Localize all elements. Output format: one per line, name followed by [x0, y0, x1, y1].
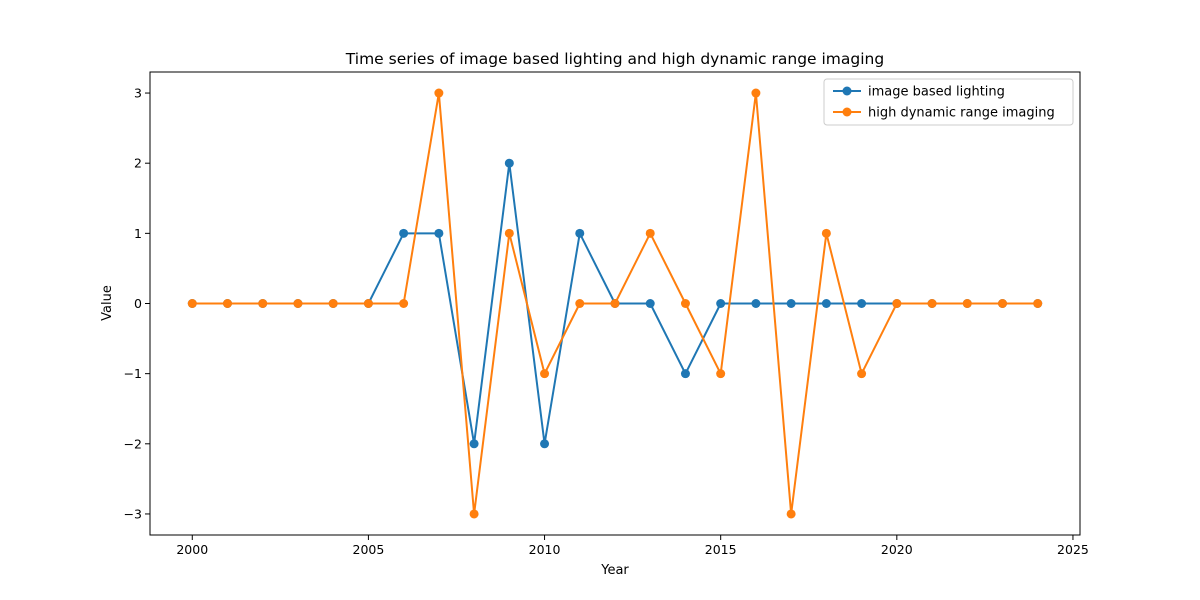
series-1-point: [645, 299, 655, 308]
y-tick-label: −2: [124, 436, 142, 451]
series-1-point: [504, 158, 514, 168]
series-1-point: [434, 228, 444, 238]
series-1-point: [575, 228, 585, 238]
series-2-point: [399, 299, 409, 308]
series-2-point: [751, 88, 761, 98]
plot-area: [187, 88, 1043, 519]
series-2-point: [716, 369, 726, 379]
series-2-point: [223, 299, 232, 308]
axes: 2000 2005 2010 2015 2020 2025 −3 −2 −1 0 1 2 3: [124, 71, 1089, 557]
legend-label-1: image based lighting: [868, 85, 1005, 100]
series-2-point: [645, 228, 655, 238]
series-2-point: [786, 509, 796, 519]
series-2-point: [680, 299, 690, 308]
legend-label-2: high dynamic range imaging: [868, 106, 1055, 121]
series-1-point: [399, 228, 409, 238]
x-tick-label: 2020: [881, 542, 913, 557]
series-2-point: [892, 299, 902, 308]
x-tick-label: 2010: [529, 542, 561, 557]
series-2-point: [187, 299, 197, 308]
series-2-point: [821, 228, 831, 238]
series-1-point: [821, 299, 831, 308]
x-tick-label: 2025: [1057, 542, 1089, 557]
legend-marker-1: [842, 86, 852, 96]
series-2-point: [540, 369, 550, 379]
series-1-point: [751, 299, 761, 308]
series-1-point: [469, 439, 479, 449]
y-tick-label: 2: [134, 156, 142, 171]
x-tick-label: 2000: [176, 542, 208, 557]
series-1-point: [786, 299, 796, 308]
series-1-point: [680, 369, 690, 379]
series-2-point: [962, 299, 972, 308]
series-2-point: [927, 299, 937, 308]
series-2-point: [434, 88, 444, 98]
legend-box: [823, 78, 1074, 126]
chart-title: Time series of image based lighting and …: [345, 50, 884, 68]
legend: image based lighting high dynamic range i…: [823, 78, 1074, 126]
y-tick-label: −1: [124, 366, 142, 381]
series-2-point: [998, 299, 1007, 308]
y-tick-label: 1: [134, 226, 142, 241]
series-1-point: [716, 299, 726, 308]
series-2-point: [504, 228, 514, 238]
series-1-point: [857, 299, 867, 308]
series-2-point: [1033, 299, 1043, 308]
y-axis-label: Value: [100, 285, 115, 321]
series-2-point: [258, 299, 268, 308]
y-tick-label: 3: [134, 86, 142, 101]
x-tick-label: 2015: [705, 542, 737, 557]
series-2-point: [857, 369, 867, 379]
series-1-point: [540, 439, 550, 449]
y-tick-label: 0: [134, 296, 142, 311]
series-2-point: [575, 299, 585, 308]
legend-marker-2: [842, 107, 852, 117]
x-tick-label: 2005: [353, 542, 385, 557]
series-2-point: [328, 299, 338, 308]
series-2-point: [363, 299, 373, 308]
x-axis-label: Year: [600, 563, 629, 578]
series-2-point: [293, 299, 303, 308]
series-2-point: [469, 509, 479, 519]
series-2-point: [610, 299, 620, 308]
y-tick-label: −3: [124, 506, 142, 521]
